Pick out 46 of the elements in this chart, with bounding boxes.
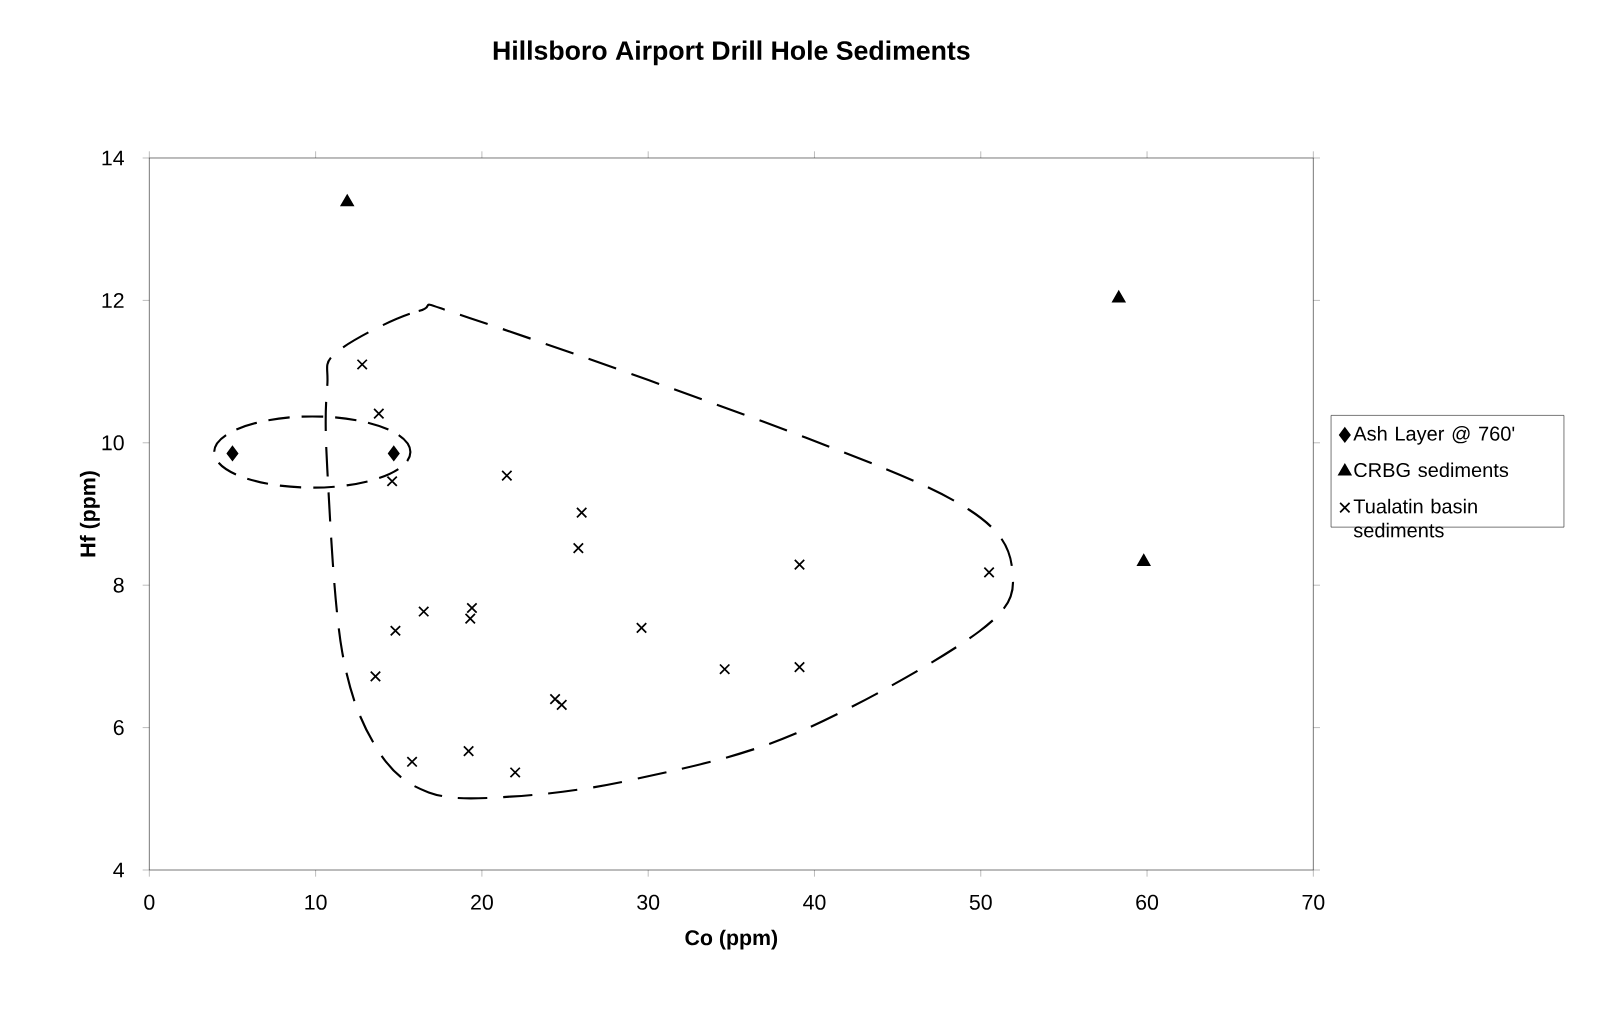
y-tick-label: 12 bbox=[102, 292, 124, 308]
y-axis-title: Hf (ppm) bbox=[79, 471, 100, 557]
y-tick-label: 10 bbox=[102, 435, 124, 451]
y-tick-label: 14 bbox=[102, 150, 124, 166]
point bbox=[369, 670, 382, 682]
point bbox=[373, 408, 385, 420]
x-tick-label: 60 bbox=[1136, 894, 1159, 910]
point bbox=[1112, 290, 1126, 303]
point bbox=[418, 605, 430, 618]
point bbox=[1137, 554, 1151, 566]
point bbox=[463, 745, 475, 757]
point bbox=[356, 358, 368, 371]
point bbox=[793, 661, 806, 673]
y-tick-label: 4 bbox=[113, 862, 124, 878]
point bbox=[386, 475, 398, 487]
x-tick-label: 20 bbox=[471, 894, 493, 910]
point bbox=[226, 445, 239, 462]
y-tick-label: 6 bbox=[113, 720, 124, 736]
point bbox=[549, 693, 561, 705]
legend-label: CRBG sediments bbox=[1354, 462, 1509, 478]
point bbox=[983, 566, 995, 578]
point bbox=[793, 558, 806, 571]
point bbox=[576, 506, 588, 519]
x-tick-label: 50 bbox=[969, 894, 992, 910]
x-tick-label: 70 bbox=[1302, 894, 1325, 910]
legend-label: Ash Layer @ 760' bbox=[1353, 426, 1515, 445]
point bbox=[719, 663, 731, 675]
y-tick-label: 8 bbox=[113, 577, 124, 593]
point bbox=[466, 602, 478, 614]
point bbox=[572, 542, 584, 554]
x-tick-label: 0 bbox=[144, 894, 155, 910]
x-tick-label: 10 bbox=[305, 894, 327, 910]
point bbox=[464, 613, 476, 625]
point bbox=[406, 756, 418, 768]
chart-title: Hillsboro Airport Drill Hole Sediments bbox=[493, 40, 970, 66]
point bbox=[509, 766, 521, 779]
point bbox=[635, 622, 648, 634]
point bbox=[340, 194, 354, 207]
point bbox=[387, 445, 400, 462]
x-axis-title: Co (ppm) bbox=[685, 929, 778, 950]
point bbox=[556, 699, 568, 711]
x-tick-label: 30 bbox=[637, 894, 660, 910]
point bbox=[501, 469, 513, 482]
x-tick-label: 40 bbox=[803, 894, 826, 910]
point bbox=[389, 625, 402, 637]
legend-label: Tualatin basin sediments bbox=[1353, 498, 1477, 538]
